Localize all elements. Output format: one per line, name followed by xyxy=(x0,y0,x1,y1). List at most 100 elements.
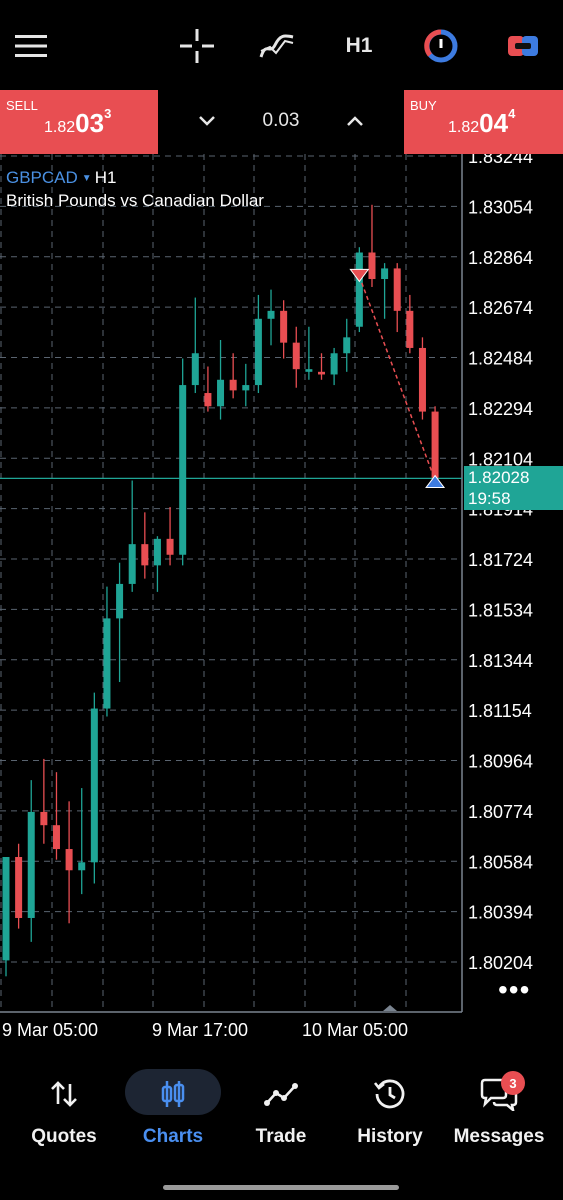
sell-arrow-icon xyxy=(349,268,370,283)
y-axis-tick-label: 1.80964 xyxy=(468,752,533,772)
candle-body xyxy=(393,268,401,311)
y-axis-tick-label: 1.81534 xyxy=(468,600,533,620)
history-clock-icon xyxy=(366,1072,414,1116)
trade-line-icon xyxy=(257,1072,305,1116)
tab-quotes[interactable]: Quotes xyxy=(9,1070,119,1160)
buy-label: BUY xyxy=(410,98,437,113)
tab-messages[interactable]: Messages xyxy=(444,1070,554,1160)
messages-badge: 3 xyxy=(501,1071,525,1095)
candle-body xyxy=(65,849,73,871)
lot-size-control: 0.03 xyxy=(158,90,404,154)
buy-price-point: 4 xyxy=(508,106,516,121)
price-chart[interactable]: 1.83244 1.83054 1.82864 1.82674 1.82484 1.822… xyxy=(0,154,563,1040)
tab-history[interactable]: History xyxy=(335,1070,445,1160)
candle-body xyxy=(141,544,149,566)
candle-body xyxy=(128,544,136,584)
candle-body xyxy=(90,708,98,863)
candle-body xyxy=(78,862,86,871)
lot-size-value[interactable]: 0.03 xyxy=(262,110,300,131)
symbol-dropdown-icon[interactable]: ▼ xyxy=(81,173,92,185)
candle-body xyxy=(179,385,187,555)
y-axis-tick-label: 1.81724 xyxy=(468,550,533,570)
y-axis-tick-label: 1.83054 xyxy=(468,197,533,217)
candle-body xyxy=(267,310,275,319)
buy-price: 1.82044 xyxy=(448,106,516,139)
buy-price-pips: 04 xyxy=(479,108,509,138)
active-tab-highlight xyxy=(125,1069,221,1115)
buy-arrow-icon xyxy=(425,474,446,489)
candle-body xyxy=(305,369,313,372)
candle-body xyxy=(204,393,212,407)
quotes-arrows-icon xyxy=(40,1072,88,1116)
timeframe-label: H1 xyxy=(345,34,373,57)
timeframe-button[interactable]: H1 xyxy=(335,22,383,70)
indicators-icon[interactable] xyxy=(253,22,301,70)
candle-body xyxy=(103,618,111,709)
top-toolbar: H1 xyxy=(0,0,563,90)
chart-timeframe: H1 xyxy=(94,168,117,187)
sell-price-point: 3 xyxy=(104,106,112,121)
candle-body xyxy=(431,411,439,478)
candle-body xyxy=(292,342,300,370)
hamburger-menu-icon[interactable] xyxy=(7,22,55,70)
candle-body xyxy=(254,318,262,386)
candle-body xyxy=(116,583,124,619)
candle-body xyxy=(242,385,250,391)
y-axis-tick-label: 1.80204 xyxy=(468,953,533,973)
tab-label: Quotes xyxy=(31,1126,97,1147)
candle-body xyxy=(280,310,288,343)
x-axis-tick-label: 9 Mar 17:00 xyxy=(152,1020,248,1040)
buy-button[interactable]: BUY 1.82044 xyxy=(404,90,563,154)
y-axis-tick-label: 1.83244 xyxy=(468,154,533,167)
candle-body xyxy=(229,379,237,391)
candle-body xyxy=(52,825,60,850)
current-price-tag: 1.82028 19:58 xyxy=(464,466,563,510)
candle-body xyxy=(381,268,389,280)
tab-charts[interactable]: Charts xyxy=(118,1070,228,1160)
y-axis-tick-label: 1.80774 xyxy=(468,802,533,822)
y-axis-tick-label: 1.82864 xyxy=(468,248,533,268)
x-axis-tick-label: 10 Mar 05:00 xyxy=(302,1020,408,1040)
tab-trade[interactable]: Trade xyxy=(226,1070,336,1160)
candle-body xyxy=(217,379,225,407)
y-axis-tick-label: 1.81344 xyxy=(468,651,533,671)
current-price-value: 1.82028 xyxy=(468,468,530,487)
one-click-trading-icon[interactable] xyxy=(417,22,465,70)
candle-body xyxy=(27,811,35,918)
chart-symbol[interactable]: GBPCAD ▼ H1 xyxy=(6,168,116,188)
y-axis-tick-label: 1.82674 xyxy=(468,298,533,318)
y-axis-tick-label: 1.82294 xyxy=(468,399,533,419)
more-dots-icon[interactable]: ••• xyxy=(498,974,531,1005)
chevron-up-icon[interactable] xyxy=(342,108,368,134)
symbol-name[interactable]: GBPCAD xyxy=(6,168,78,187)
chevron-down-icon[interactable] xyxy=(194,108,220,134)
candle-body xyxy=(153,538,161,566)
bottom-navigation: Quotes Charts Trade History Messages xyxy=(0,1040,563,1200)
candle-body xyxy=(15,857,23,918)
candle-body xyxy=(2,857,10,961)
tab-label: Trade xyxy=(255,1126,307,1147)
crosshair-icon[interactable] xyxy=(173,22,221,70)
y-axis-tick-label: 1.82484 xyxy=(468,349,533,369)
y-axis-tick-label: 1.81154 xyxy=(468,701,532,721)
candle-body xyxy=(355,252,363,327)
sell-price-pips: 03 xyxy=(75,108,105,138)
sell-price: 1.82033 xyxy=(44,106,112,139)
chart-canvas[interactable]: 1.83244 1.83054 1.82864 1.82674 1.82484 1.822… xyxy=(0,154,563,1040)
sell-button[interactable]: SELL 1.82033 xyxy=(0,90,158,154)
bar-countdown: 19:58 xyxy=(468,489,511,508)
y-axis-tick-label: 1.80394 xyxy=(468,903,533,923)
y-axis-tick-label: 1.80584 xyxy=(468,852,533,872)
x-axis-tick-label: 9 Mar 05:00 xyxy=(2,1020,98,1040)
home-indicator[interactable] xyxy=(163,1185,399,1190)
one-click-trade-panel: SELL 1.82033 0.03 BUY 1.82044 xyxy=(0,90,563,154)
candle-body xyxy=(368,252,376,280)
tab-label: Messages xyxy=(453,1126,545,1147)
charts-candles-icon xyxy=(149,1072,197,1116)
buy-price-prefix: 1.82 xyxy=(448,119,480,136)
candle-body xyxy=(330,353,338,375)
scroll-marker-icon xyxy=(383,1005,397,1011)
candle-body xyxy=(318,371,325,375)
chart-objects-icon[interactable] xyxy=(499,22,547,70)
tab-label: History xyxy=(357,1126,423,1147)
